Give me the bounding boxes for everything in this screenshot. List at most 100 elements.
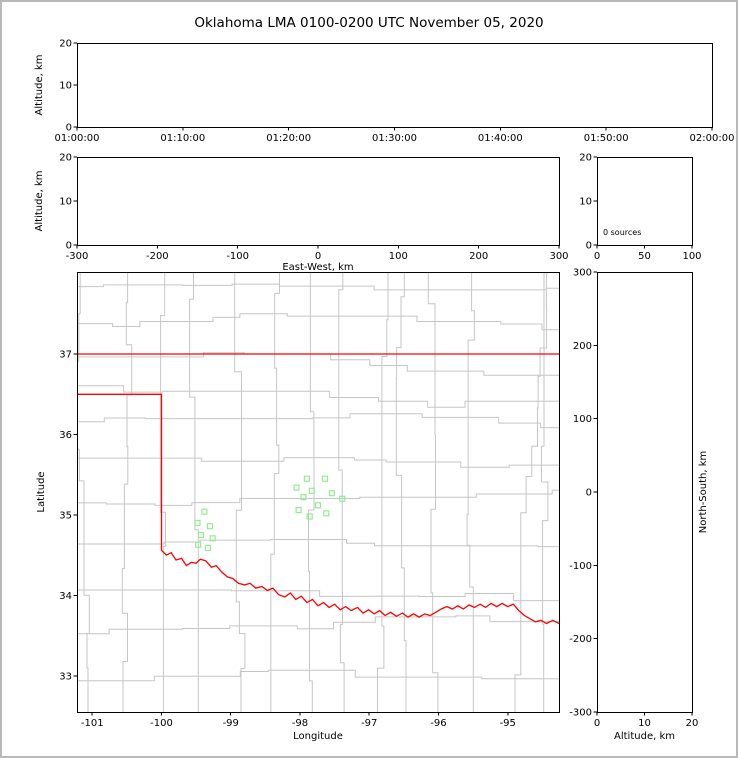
x-tick-label: -98: [292, 718, 308, 729]
county-boundary-line: [77, 385, 559, 408]
x-tick-label: -100: [226, 251, 249, 262]
lma-station-marker: [194, 519, 201, 527]
y-tick-label: -300: [569, 708, 592, 719]
y-tick-label: 10: [59, 197, 72, 208]
y-tick-label: 20: [59, 153, 72, 164]
county-boundary-line: [77, 313, 559, 331]
time-height-frame: [77, 43, 713, 128]
x-tick-label: 200: [469, 251, 488, 262]
ns-height-panel: 0 10 20 300 200 100 0 -100 -200 -300 Altitude, km N…: [569, 268, 709, 743]
county-boundary-line: [77, 615, 559, 635]
county-boundary-line: [234, 272, 246, 712]
lma-station-marker: [209, 535, 216, 542]
x-tick-label: 10: [638, 718, 651, 729]
county-boundary-line: [160, 272, 166, 712]
x-tick-label: -95: [500, 718, 516, 729]
county-boundary-line: [121, 272, 133, 712]
y-axis-label-right: North-South, km: [698, 451, 709, 534]
county-boundary-line: [77, 489, 559, 506]
lma-station-marker: [308, 487, 315, 494]
y-tick-label: 0: [66, 123, 72, 134]
x-tick-label: -300: [66, 251, 89, 262]
county-boundary-line: [77, 457, 559, 468]
x-tick-label: -96: [430, 718, 446, 729]
sources-count-label: 0 sources: [603, 228, 641, 237]
county-boundary-line: [189, 272, 199, 712]
x-tick-label: -100: [150, 718, 173, 729]
x-tick-label: -99: [223, 718, 239, 729]
plan-view-frame: [77, 272, 560, 713]
y-tick-label: 20: [59, 39, 72, 50]
y-tick-label: 35: [59, 510, 72, 521]
x-tick-label: 01:20:00: [266, 133, 311, 144]
lma-station-marker: [303, 475, 310, 482]
state-border-line: [77, 393, 559, 625]
y-tick-label: 10: [579, 197, 592, 208]
x-tick-label: 02:00:00: [690, 133, 735, 144]
lma-station-marker: [204, 544, 211, 552]
x-tick-label: 01:30:00: [372, 133, 417, 144]
lma-station-marker: [300, 494, 307, 501]
y-tick-label: 36: [59, 430, 72, 441]
y-axis-label: Altitude, km: [34, 55, 45, 116]
county-boundary-line: [466, 272, 475, 712]
y-tick-label: 10: [59, 81, 72, 92]
county-boundary-line: [338, 272, 345, 712]
lma-station-marker: [293, 484, 300, 491]
county-boundary-line: [514, 272, 548, 712]
lma-station-marker: [323, 510, 330, 517]
y-tick-label: 200: [573, 341, 592, 352]
x-tick-label: 0: [594, 251, 600, 262]
x-tick-label: 0: [594, 718, 600, 729]
x-tick-label: 20: [686, 718, 699, 729]
county-boundary-line: [77, 283, 559, 291]
x-tick-label: 01:50:00: [584, 133, 629, 144]
county-boundary-line: [541, 272, 549, 712]
x-tick-label: 100: [682, 251, 701, 262]
ns-height-frame: [597, 272, 693, 713]
county-boundary-line: [395, 272, 407, 712]
x-tick-label: 01:10:00: [160, 133, 205, 144]
y-tick-label: 0: [586, 488, 592, 499]
y-tick-label: 100: [573, 414, 592, 425]
county-boundary-line: [308, 272, 315, 712]
lma-station-marker: [314, 502, 322, 509]
x-axis-label: East-West, km: [282, 262, 353, 273]
x-tick-label: -101: [81, 718, 104, 729]
x-tick-label: 01:00:00: [55, 133, 100, 144]
x-tick-label: 01:40:00: [478, 133, 523, 144]
lma-station-marker: [206, 523, 214, 530]
y-tick-label: 300: [573, 268, 592, 279]
county-boundary-line: [77, 413, 559, 429]
y-tick-label: -100: [569, 561, 592, 572]
plan-view-panel: -101 -100 -99 -98 -97 -96 -95 37 36 35 34 33 Latitud…: [36, 272, 560, 742]
county-boundary-line: [77, 669, 559, 682]
y-tick-label: 0: [66, 241, 72, 252]
lma-station-marker: [306, 513, 313, 520]
lma-station-marker: [321, 475, 328, 482]
ew-height-frame: [77, 157, 560, 246]
y-axis-label: Latitude: [36, 471, 47, 512]
x-axis-label: Altitude, km: [614, 731, 675, 742]
x-tick-label: 50: [638, 251, 651, 262]
y-tick-label: 33: [59, 671, 72, 682]
y-tick-label: 34: [59, 591, 72, 602]
x-tick-label: 300: [549, 251, 568, 262]
lma-station-marker: [201, 508, 208, 515]
y-tick-label: -200: [569, 634, 592, 645]
figure-title: Oklahoma LMA 0100-0200 UTC November 05, …: [194, 15, 544, 31]
map-layers: [77, 272, 559, 712]
lma-station-marker: [295, 507, 302, 514]
x-tick-label: -200: [146, 251, 169, 262]
lma-station-marker: [197, 531, 205, 539]
lma-station-marker: [339, 495, 346, 502]
x-tick-label: 0: [315, 251, 321, 262]
x-axis-label: Longitude: [293, 731, 343, 742]
y-tick-label: 20: [579, 153, 592, 164]
county-boundary-line: [77, 272, 90, 712]
county-boundary-line: [427, 272, 439, 712]
x-tick-label: -97: [361, 718, 377, 729]
